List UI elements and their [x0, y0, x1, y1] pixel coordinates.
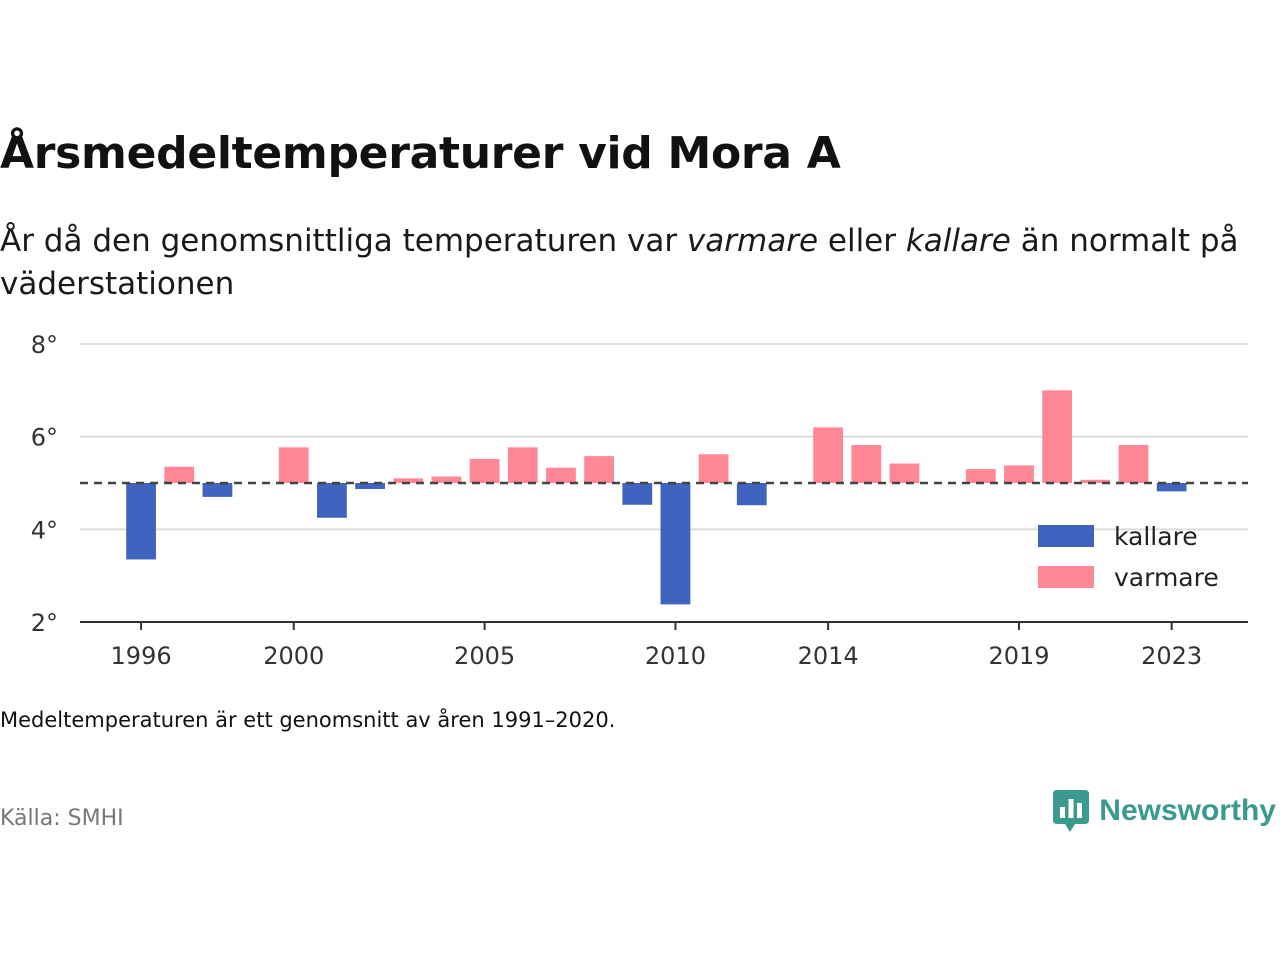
- x-tick-label: 1996: [111, 642, 172, 670]
- bar-varmare: [1004, 465, 1034, 483]
- bar-varmare: [393, 478, 424, 483]
- y-tick-label: 8°: [31, 331, 58, 359]
- x-tick-label: 2019: [988, 642, 1049, 670]
- x-tick-label: 2014: [798, 642, 859, 670]
- footnote: Medeltemperaturen är ett genomsnitt av å…: [0, 708, 616, 732]
- chart-subtitle: År då den genomsnittliga temperaturen va…: [0, 220, 1270, 306]
- y-tick-label: 2°: [31, 609, 58, 637]
- legend-label-kallare: kallare: [1114, 522, 1198, 551]
- bar-varmare: [889, 463, 920, 483]
- bar-varmare: [1080, 479, 1111, 483]
- bar-varmare: [431, 476, 462, 483]
- bar-kallare: [660, 483, 691, 605]
- bar-kallare: [355, 483, 385, 490]
- speech-bubble-bar-chart-icon: [1053, 790, 1090, 832]
- bar-kallare: [622, 483, 653, 505]
- subtitle-text-3: än normalt på väderstationen: [0, 223, 1239, 302]
- brand-logo: Newsworthy: [1053, 790, 1276, 832]
- bar-varmare: [469, 458, 500, 483]
- bar-varmare: [813, 427, 844, 483]
- x-tick-label: 2000: [263, 642, 324, 670]
- bar-varmare: [1118, 445, 1149, 483]
- x-tick-label: 2023: [1141, 642, 1202, 670]
- bar-varmare: [698, 454, 729, 483]
- x-tick-label: 2010: [645, 642, 706, 670]
- x-tick-label: 2005: [454, 642, 515, 670]
- legend-swatch-kallare: [1038, 525, 1094, 547]
- y-tick-label: 4°: [31, 516, 58, 544]
- legend-swatch-varmare: [1038, 566, 1094, 588]
- subtitle-warm-word: varmare: [686, 223, 819, 259]
- temperature-bar-chart: 2° 4° 6° 8° 1996 2000 2005 2010 2014 2019 2023 kall…: [31, 331, 1248, 670]
- bar-varmare: [965, 469, 996, 483]
- y-tick-label: 6°: [31, 424, 58, 452]
- chart-title: Årsmedeltemperaturer vid Mora A: [0, 128, 841, 179]
- bar-kallare: [317, 483, 347, 518]
- bar-kallare: [1156, 483, 1187, 492]
- bar-varmare: [851, 445, 882, 483]
- bar-kallare: [202, 483, 233, 497]
- bar-varmare: [507, 447, 538, 483]
- subtitle-cold-word: kallare: [905, 223, 1011, 259]
- subtitle-text-1: År då den genomsnittliga temperaturen va…: [0, 223, 687, 259]
- bar-varmare: [546, 467, 576, 483]
- bar-kallare: [126, 483, 156, 560]
- bar-kallare: [736, 483, 767, 506]
- source-label: Källa: SMHI: [0, 806, 124, 831]
- bar-varmare: [278, 447, 309, 483]
- legend-label-varmare: varmare: [1114, 563, 1219, 592]
- brand-name: Newsworthy: [1099, 794, 1276, 827]
- bar-varmare: [1042, 390, 1073, 483]
- bar-varmare: [164, 466, 195, 483]
- subtitle-text-2: eller: [818, 223, 906, 259]
- bar-varmare: [584, 456, 614, 483]
